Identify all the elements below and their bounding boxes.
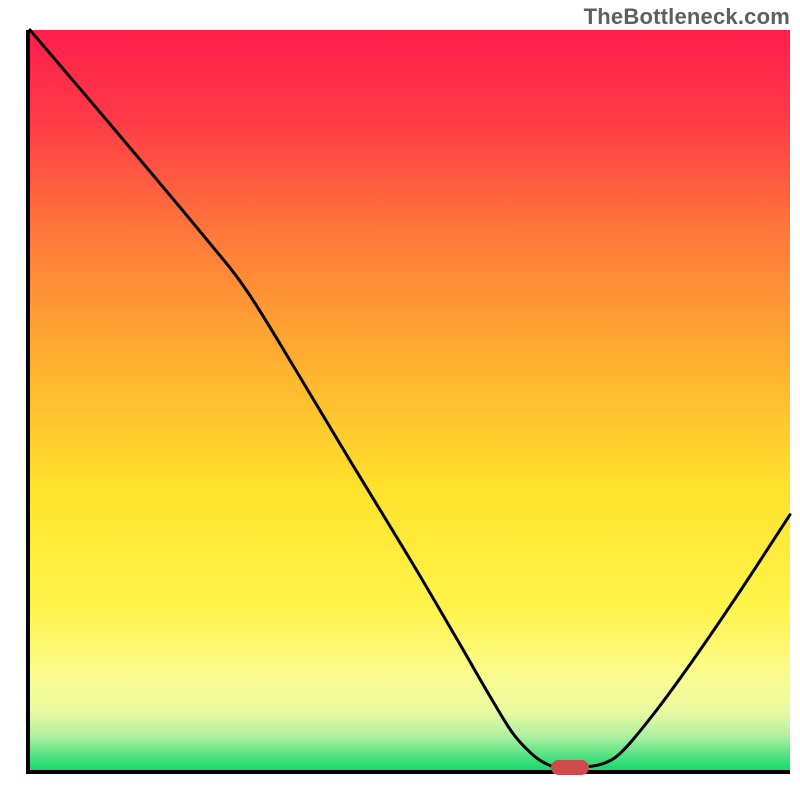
watermark-text: TheBottleneck.com: [584, 4, 790, 30]
optimal-point-marker: [551, 760, 589, 775]
axes-frame: [26, 30, 790, 774]
